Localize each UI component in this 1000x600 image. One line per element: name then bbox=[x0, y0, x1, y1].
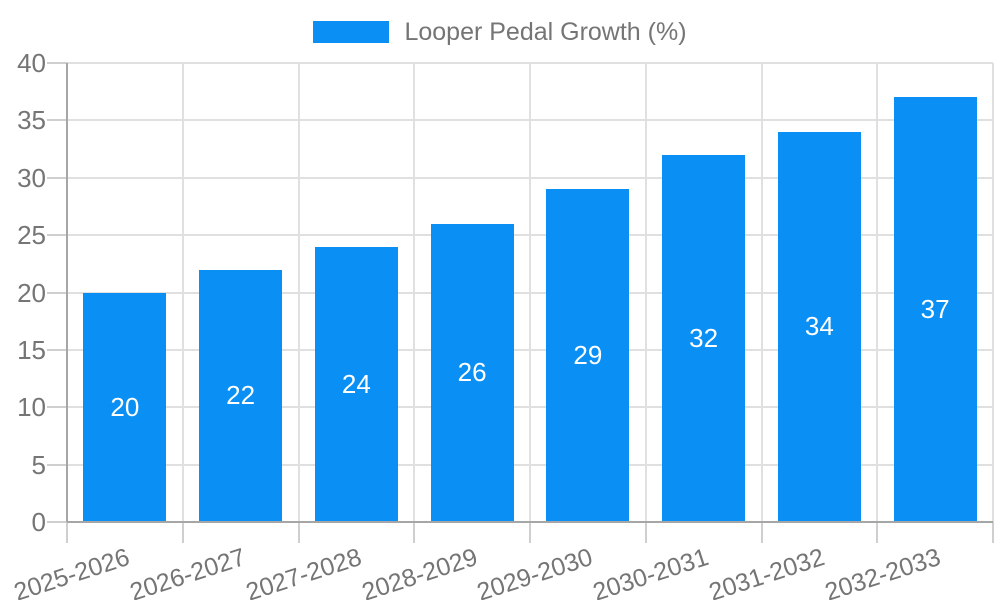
x-axis-tick bbox=[760, 522, 763, 543]
x-axis-tick bbox=[529, 522, 531, 543]
bar-value-label: 22 bbox=[226, 380, 256, 411]
x-tick-label: 2025-2026 bbox=[10, 543, 134, 600]
y-axis-tick bbox=[47, 521, 67, 523]
y-tick-label: 30 bbox=[17, 162, 46, 193]
bar[interactable]: 24 bbox=[314, 246, 398, 522]
bar[interactable]: 37 bbox=[893, 97, 977, 522]
x-tick-label: 2029-2030 bbox=[473, 543, 597, 600]
x-tick-label: 2031-2032 bbox=[705, 543, 828, 600]
bar[interactable]: 22 bbox=[199, 269, 283, 522]
bar[interactable]: 20 bbox=[83, 292, 167, 522]
v-gridline bbox=[644, 63, 647, 522]
plot-area: 20 22 24 26 29 32 34 37 bbox=[47, 62, 994, 543]
y-tick-label: 35 bbox=[17, 105, 46, 136]
bar-value-label: 24 bbox=[341, 368, 371, 399]
x-axis-tick bbox=[644, 522, 647, 543]
x-axis-tick bbox=[181, 522, 184, 543]
y-axis-tick bbox=[47, 406, 67, 409]
bar-value-label: 20 bbox=[110, 391, 140, 422]
bar[interactable]: 29 bbox=[546, 189, 630, 522]
x-tick-label: 2027-2028 bbox=[242, 543, 365, 600]
y-axis-tick bbox=[47, 291, 67, 294]
y-tick-label: 10 bbox=[17, 392, 46, 423]
chart-legend[interactable]: Looper Pedal Growth (%) bbox=[0, 19, 1000, 45]
bar-value-label: 37 bbox=[920, 294, 950, 325]
y-tick-label: 0 bbox=[31, 507, 46, 537]
y-tick-label: 20 bbox=[17, 277, 46, 308]
v-gridline bbox=[413, 63, 416, 522]
bar[interactable]: 34 bbox=[777, 131, 861, 522]
x-axis-tick bbox=[992, 522, 994, 543]
y-tick-label: 15 bbox=[17, 334, 46, 365]
bar-value-label: 29 bbox=[573, 340, 603, 371]
v-gridline bbox=[297, 63, 300, 522]
x-axis-tick bbox=[66, 522, 68, 543]
y-axis-tick bbox=[47, 119, 67, 122]
y-axis-tick bbox=[47, 176, 67, 179]
y-axis-tick bbox=[47, 348, 67, 351]
y-tick-label: 5 bbox=[31, 449, 46, 480]
y-axis-line bbox=[66, 63, 68, 522]
y-tick-label: 25 bbox=[17, 220, 46, 251]
x-axis-tick bbox=[876, 522, 879, 543]
x-axis-line bbox=[67, 521, 993, 523]
y-tick-label: 40 bbox=[17, 48, 46, 78]
v-gridline bbox=[529, 63, 531, 522]
y-axis-tick bbox=[47, 234, 67, 237]
y-axis-tick bbox=[47, 62, 67, 64]
v-gridline bbox=[760, 63, 763, 522]
y-axis-tick bbox=[47, 463, 67, 466]
x-tick-label: 2026-2027 bbox=[126, 543, 249, 600]
legend-swatch bbox=[313, 21, 390, 43]
x-axis-tick bbox=[297, 522, 300, 543]
legend-label: Looper Pedal Growth (%) bbox=[404, 18, 687, 46]
x-tick-label: 2032-2033 bbox=[821, 543, 944, 600]
x-tick-label: 2030-2031 bbox=[589, 543, 712, 600]
bar[interactable]: 26 bbox=[430, 223, 514, 522]
bar-value-label: 32 bbox=[689, 322, 719, 353]
x-axis-tick bbox=[413, 522, 416, 543]
v-gridline bbox=[876, 63, 879, 522]
bar-value-label: 26 bbox=[457, 357, 487, 388]
bar[interactable]: 32 bbox=[662, 154, 746, 522]
bar-value-label: 34 bbox=[804, 311, 834, 342]
x-tick-label: 2028-2029 bbox=[358, 543, 481, 600]
v-gridline bbox=[992, 63, 994, 522]
v-gridline bbox=[181, 63, 184, 522]
